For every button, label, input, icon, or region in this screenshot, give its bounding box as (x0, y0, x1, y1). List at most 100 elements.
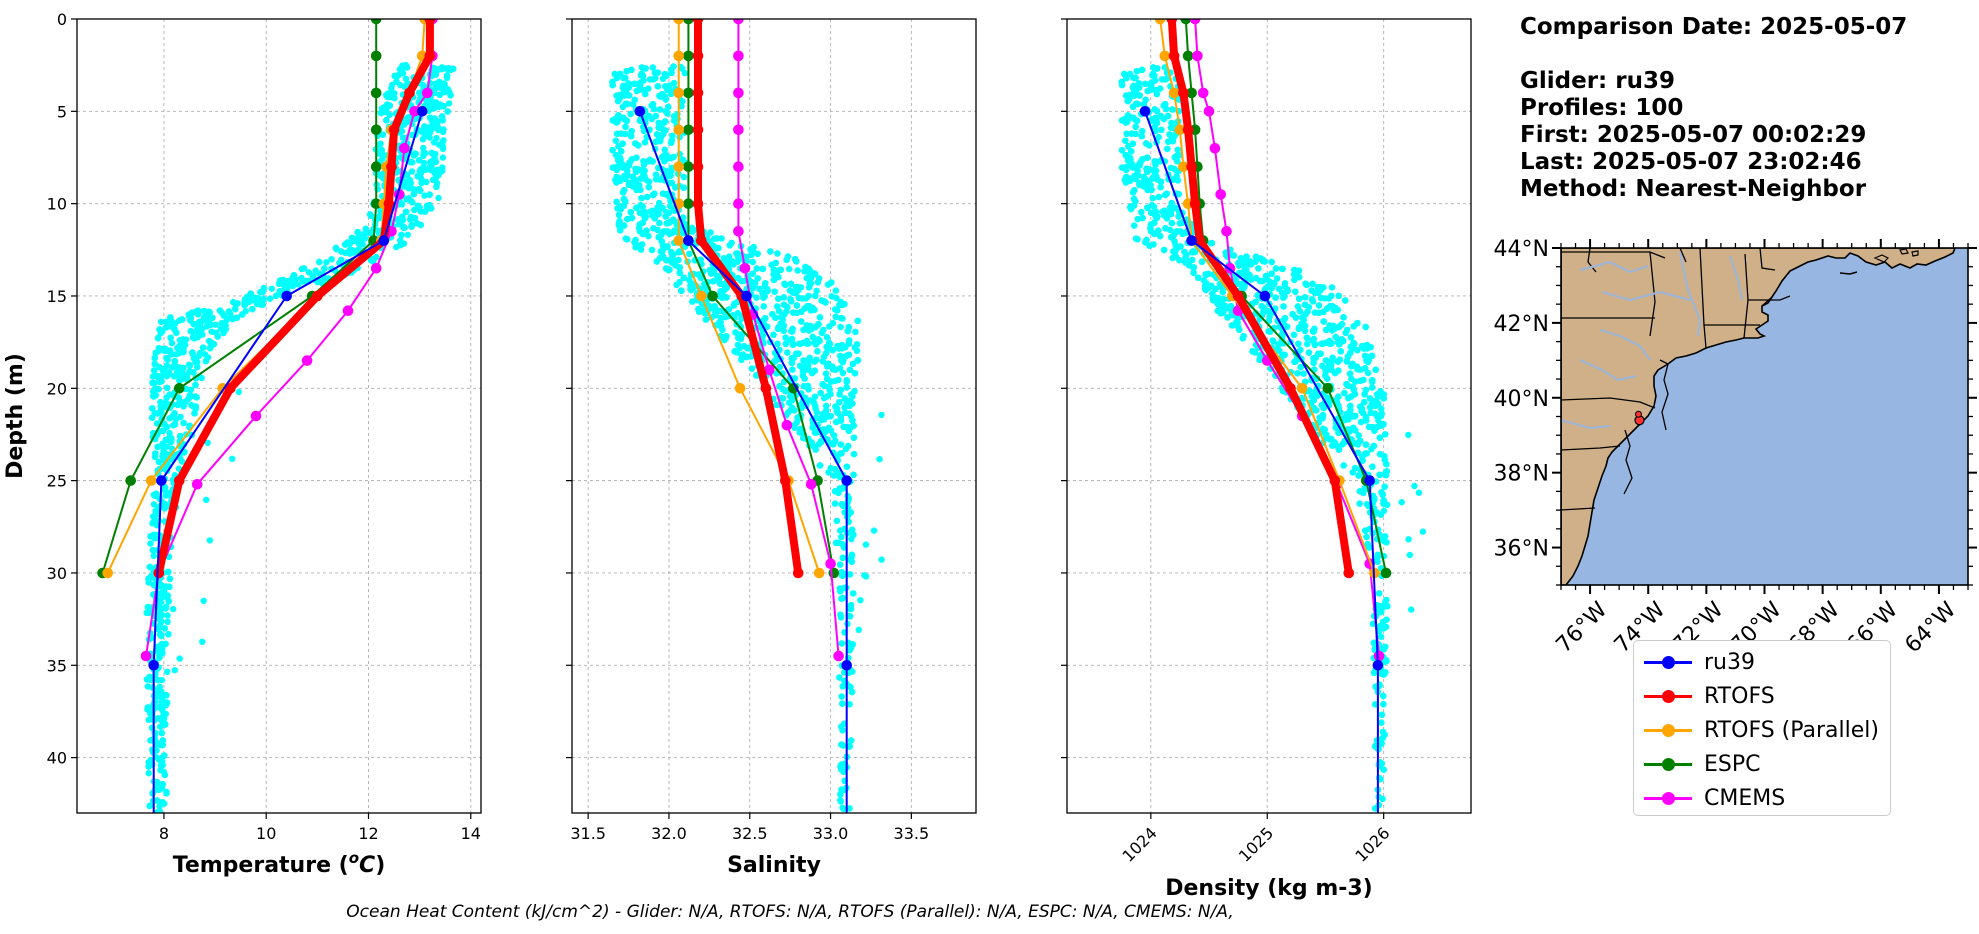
data-point (404, 87, 415, 99)
glider-point (778, 314, 785, 321)
glider-point (316, 258, 323, 266)
glider-point (851, 370, 859, 377)
glider-point (645, 184, 652, 191)
glider-point (706, 267, 713, 274)
glider-point (799, 372, 806, 379)
glider-point (656, 219, 663, 227)
glider-point (147, 533, 154, 540)
glider-point (434, 124, 441, 131)
glider-point (642, 176, 649, 183)
glider-point (156, 808, 163, 813)
glider-point (162, 492, 169, 499)
glider-point (171, 326, 178, 333)
glider-point (637, 186, 644, 193)
glider-point (405, 178, 412, 185)
glider-point (225, 308, 233, 315)
glider-point (822, 370, 830, 377)
glider-point (398, 127, 405, 135)
series-espc (97, 19, 382, 579)
glider-point (166, 347, 174, 354)
glider-point (150, 552, 157, 560)
glider-point (848, 551, 856, 558)
glider-point (300, 265, 308, 272)
glider-point (378, 149, 385, 156)
glider-point (830, 441, 837, 448)
glider-point (638, 64, 646, 71)
glider-point (428, 123, 435, 131)
glider-point (333, 245, 340, 253)
glider-point (431, 139, 438, 146)
glider-point (438, 167, 446, 175)
data-point (156, 475, 167, 486)
glider-point (759, 265, 766, 273)
glider-point (646, 76, 654, 83)
glider-point (675, 256, 682, 264)
glider-point (165, 568, 172, 576)
glider-point (190, 329, 198, 337)
glider-point (169, 364, 176, 371)
glider-point (797, 425, 804, 432)
glider-point (220, 312, 227, 319)
glider-point (143, 676, 151, 683)
glider-point (626, 92, 633, 99)
glider-point (832, 287, 840, 294)
glider-point (697, 274, 705, 282)
glider-point (614, 154, 622, 161)
glider-point (402, 119, 410, 126)
glider-point (734, 310, 742, 317)
glider-point (770, 266, 777, 274)
glider-point (818, 416, 825, 424)
glider-point (163, 443, 170, 450)
glider-point (382, 108, 389, 116)
glider-point (164, 612, 171, 619)
glider-point (402, 208, 410, 215)
glider-point (849, 393, 856, 400)
glider-point (198, 325, 206, 332)
glider-point (784, 349, 791, 356)
glider-point (157, 609, 164, 617)
glider-point (150, 513, 157, 520)
glider-point (782, 334, 789, 341)
data-point (370, 263, 382, 274)
glider-point (158, 593, 166, 601)
glider-point (432, 158, 439, 166)
glider-point (417, 221, 424, 229)
glider-point (397, 237, 404, 244)
glider-point (266, 295, 274, 302)
glider-point (450, 65, 457, 73)
glider-point (421, 192, 428, 199)
glider-point (163, 399, 170, 406)
glider-point (786, 265, 793, 273)
glider-point (622, 123, 629, 130)
glider-point (780, 294, 788, 301)
glider-point (150, 380, 158, 387)
glider-point (171, 358, 178, 365)
data-point (370, 124, 382, 136)
glider-point (157, 605, 165, 612)
glider-point (388, 84, 395, 92)
glider-point (163, 384, 171, 392)
glider-point (718, 235, 725, 242)
glider-point (197, 320, 204, 327)
glider-point (836, 674, 843, 681)
glider-point (190, 403, 197, 410)
glider-point (150, 392, 157, 400)
glider-point (144, 603, 152, 611)
glider-point (833, 517, 841, 525)
glider-point (408, 168, 416, 175)
glider-point (649, 64, 656, 71)
glider-point (419, 81, 426, 89)
data-point (370, 198, 382, 209)
glider-point (846, 683, 854, 690)
glider-point (145, 579, 152, 586)
glider-point (207, 321, 214, 328)
glider-point (812, 446, 819, 453)
glider-point (798, 318, 805, 325)
glider-point (166, 583, 173, 590)
glider-point (155, 624, 163, 632)
glider-point (161, 771, 168, 779)
glider-point (391, 94, 398, 102)
glider-scatter (143, 61, 457, 813)
glider-point (146, 802, 153, 810)
